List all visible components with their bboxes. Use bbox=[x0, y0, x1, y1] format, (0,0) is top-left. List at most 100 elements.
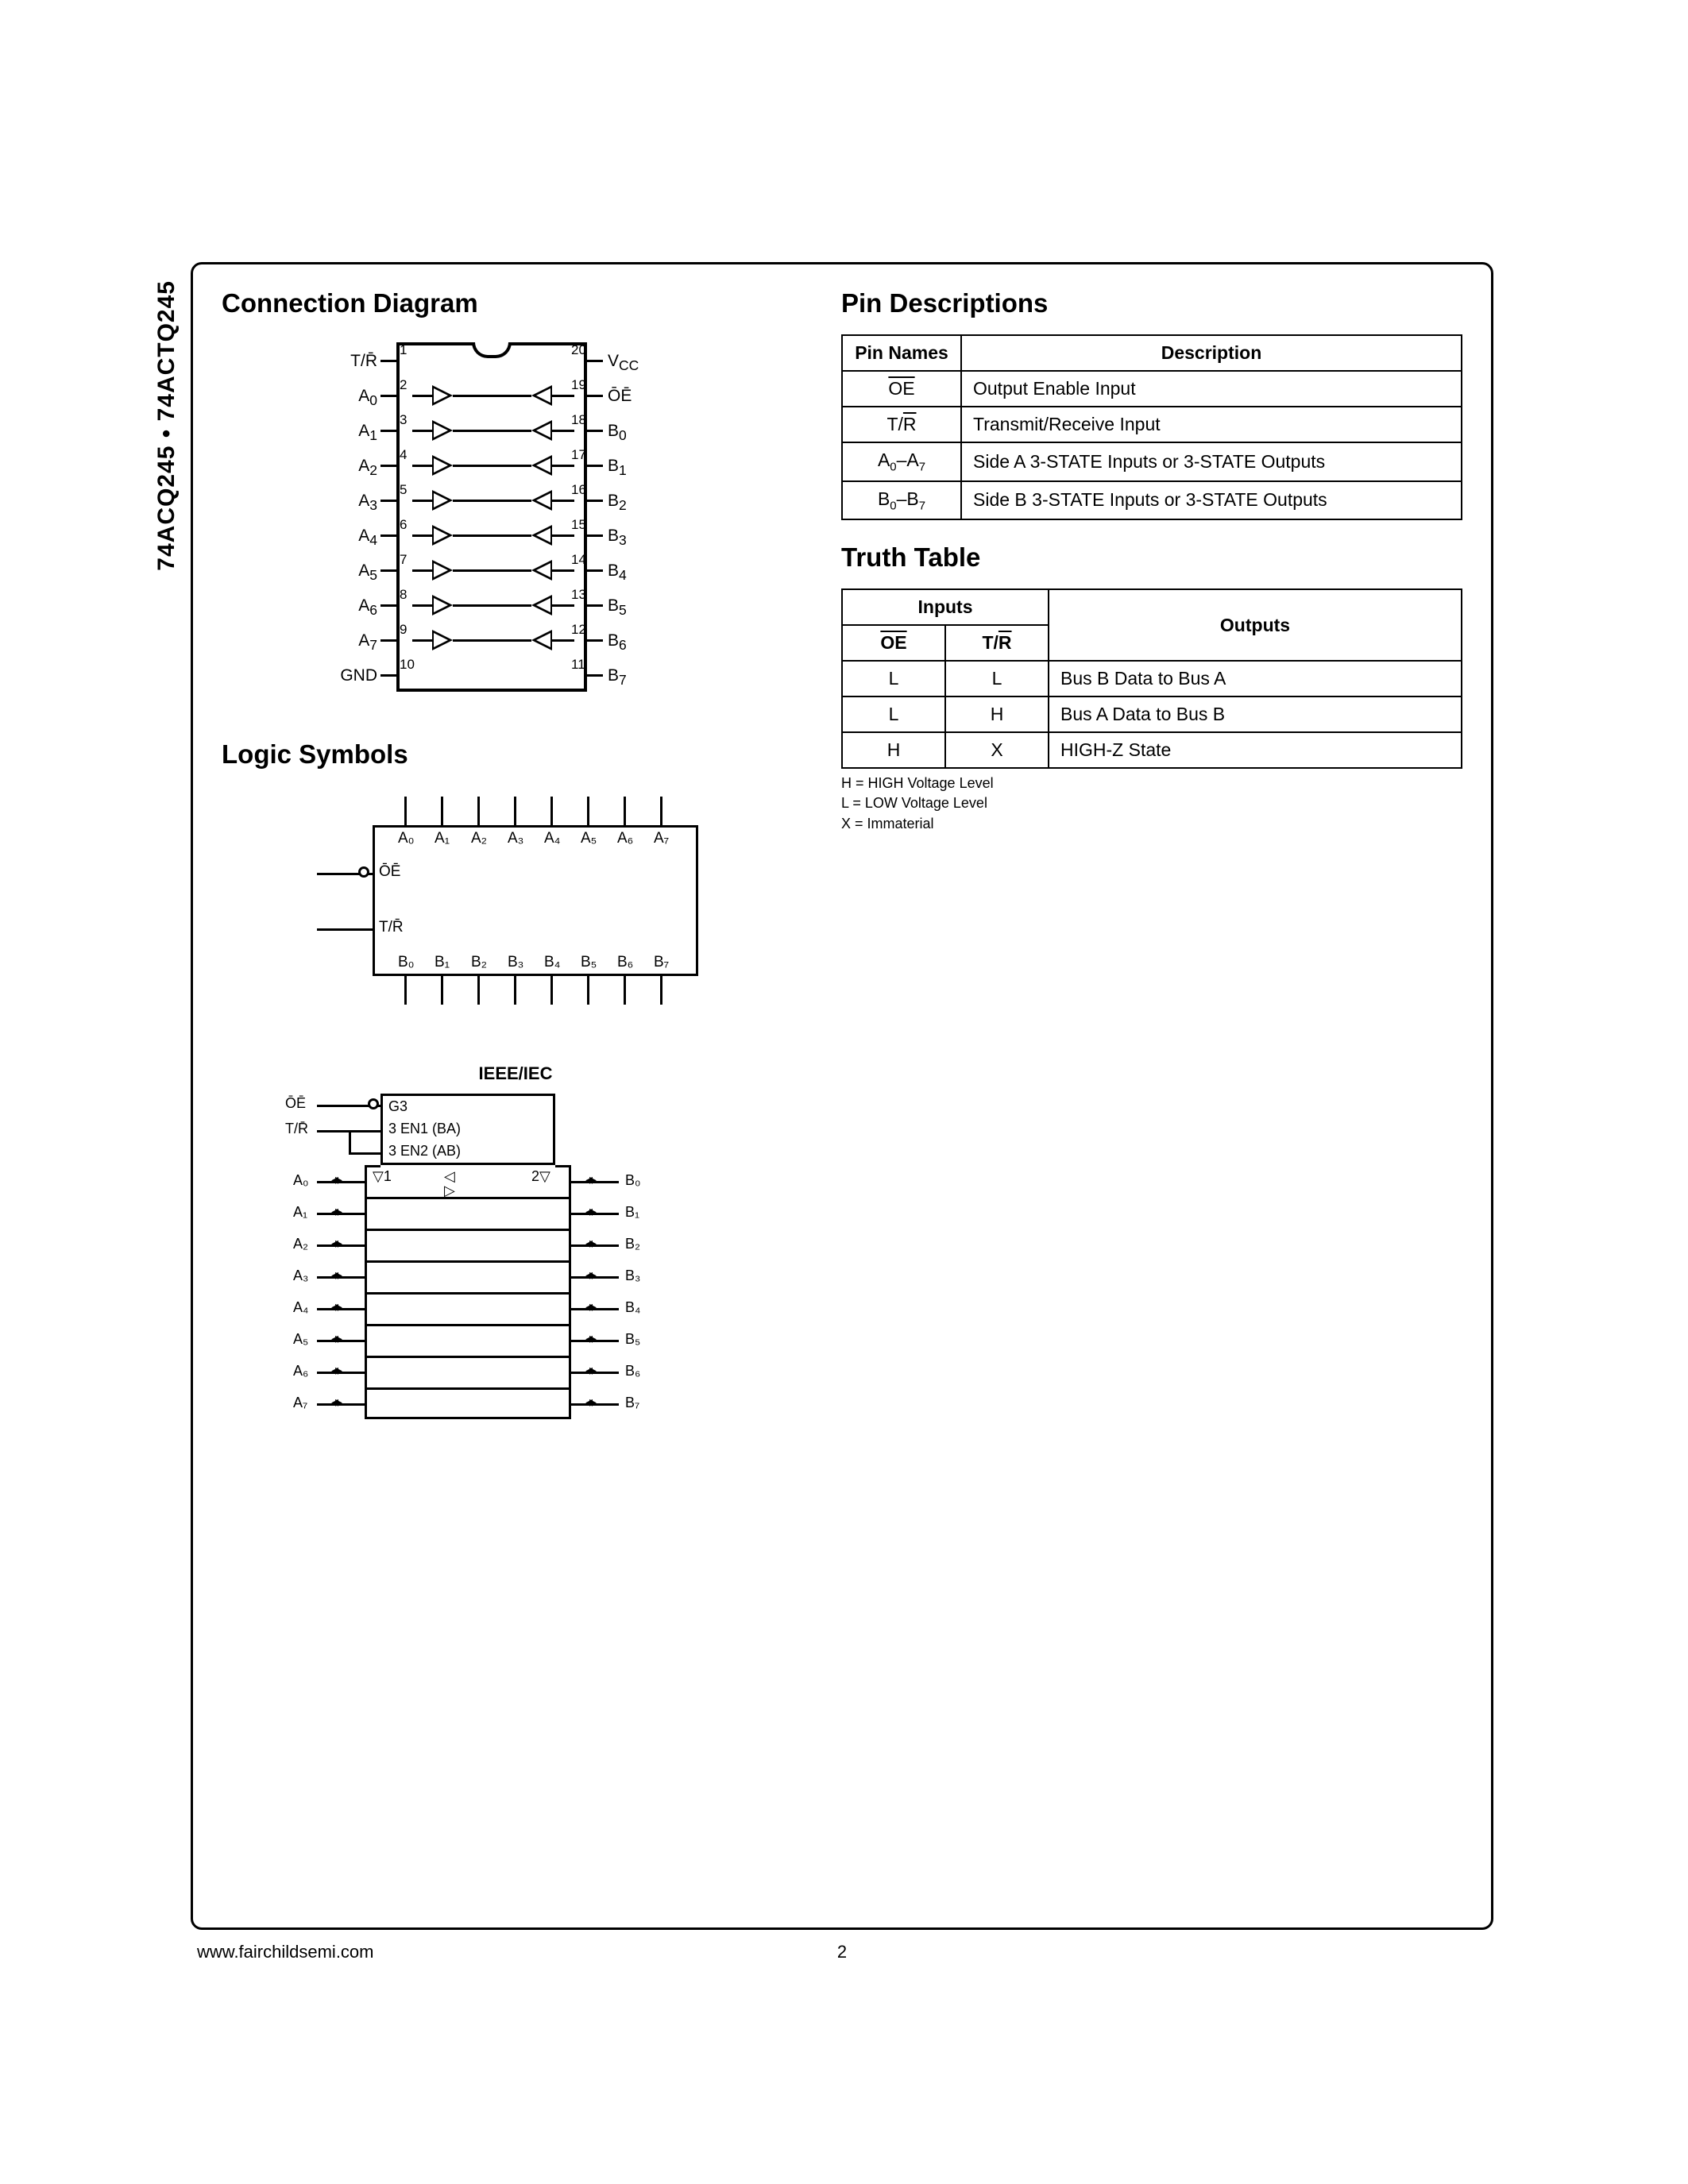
pin-lead bbox=[587, 395, 603, 397]
truth-cell: L bbox=[842, 696, 945, 732]
buffer-icon bbox=[531, 385, 552, 406]
buffer-icon bbox=[432, 490, 453, 511]
buffer-icon bbox=[531, 595, 552, 615]
pin-label: A₂ bbox=[471, 830, 487, 847]
pin-label: B₅ bbox=[625, 1331, 640, 1348]
logic-block-outline bbox=[373, 825, 698, 976]
table-row: HXHIGH-Z State bbox=[842, 732, 1462, 768]
table-row: OEOutput Enable Input bbox=[842, 371, 1462, 407]
pin-lead bbox=[317, 1276, 365, 1279]
pin-label: A4 bbox=[309, 527, 377, 549]
pin-label: A7 bbox=[309, 631, 377, 654]
truth-header-oe: OE bbox=[842, 625, 945, 661]
wire bbox=[453, 569, 531, 572]
wire bbox=[453, 430, 531, 432]
wire bbox=[453, 639, 531, 642]
bidir-arrow-icon: ◂▸ bbox=[331, 1203, 339, 1220]
wire bbox=[453, 534, 531, 537]
pin-lead bbox=[587, 360, 603, 362]
table-row: LHBus A Data to Bus B bbox=[842, 696, 1462, 732]
pin-tick bbox=[587, 976, 589, 1005]
pin-descriptions-table: Pin Names Description OEOutput Enable In… bbox=[841, 334, 1462, 520]
pin-label: A₁ bbox=[293, 1204, 307, 1221]
pin-label: VCC bbox=[608, 352, 639, 374]
bidir-arrow-icon: ◂▸ bbox=[331, 1235, 339, 1252]
pin-label: B₇ bbox=[625, 1395, 639, 1411]
wire bbox=[412, 569, 432, 572]
bidir-arrow-icon: ◂▸ bbox=[331, 1171, 339, 1188]
pin-lead bbox=[317, 1308, 365, 1310]
pin-number: 2 bbox=[400, 377, 407, 393]
pin-label: B₂ bbox=[625, 1236, 640, 1252]
buffer-icon bbox=[531, 455, 552, 476]
pin-label: T/R̄ bbox=[379, 919, 404, 936]
pin-number: 18 bbox=[571, 412, 586, 428]
pin-label: B₀ bbox=[625, 1172, 640, 1189]
wire bbox=[349, 1152, 380, 1155]
pin-desc-cell: Transmit/Receive Input bbox=[961, 407, 1462, 442]
part-number-vertical: 74ACQ245 • 74ACTQ245 bbox=[153, 280, 180, 571]
wire bbox=[552, 395, 574, 397]
right-column: Pin Descriptions Pin Names Description O… bbox=[841, 288, 1462, 1435]
heading-logic-symbols: Logic Symbols bbox=[222, 739, 794, 770]
table-row: B0–B7Side B 3-STATE Inputs or 3-STATE Ou… bbox=[842, 481, 1462, 520]
pin-label: T/R̄ bbox=[285, 1121, 308, 1137]
buffer-icon bbox=[531, 490, 552, 511]
pin-tick bbox=[404, 976, 407, 1005]
pin-label: B3 bbox=[608, 527, 627, 549]
ieee-symbol-text: ▷ bbox=[444, 1183, 455, 1199]
pin-label: A1 bbox=[309, 422, 377, 444]
bidir-arrow-icon: ◂▸ bbox=[585, 1203, 593, 1220]
pin-row: T/R̄120VCC bbox=[309, 344, 706, 379]
row-divider bbox=[365, 1292, 571, 1295]
pin-label: B₅ bbox=[581, 954, 597, 971]
pin-label: B0 bbox=[608, 422, 627, 444]
pin-label: A₄ bbox=[544, 830, 560, 847]
pin-number: 3 bbox=[400, 412, 407, 428]
truth-output-cell: Bus B Data to Bus A bbox=[1049, 661, 1462, 696]
pin-desc-cell: Output Enable Input bbox=[961, 371, 1462, 407]
pin-label: A₀ bbox=[398, 830, 415, 847]
pin-lead bbox=[571, 1244, 619, 1247]
pin-lead bbox=[571, 1181, 619, 1183]
pin-tick bbox=[587, 797, 589, 825]
wire bbox=[412, 604, 432, 607]
heading-ieee-iec: IEEE/IEC bbox=[293, 1063, 738, 1084]
pin-lead bbox=[587, 430, 603, 432]
pin-lead bbox=[587, 534, 603, 537]
truth-cell: L bbox=[945, 661, 1049, 696]
wire bbox=[552, 604, 574, 607]
wire bbox=[349, 1130, 351, 1152]
bidir-arrow-icon: ◂▸ bbox=[331, 1298, 339, 1315]
truth-table: Inputs Outputs OE T/R LLBus B Data to Bu… bbox=[841, 588, 1462, 769]
pin-label: A₄ bbox=[293, 1299, 308, 1316]
pin-tick bbox=[477, 797, 480, 825]
truth-header-inputs: Inputs bbox=[842, 589, 1049, 625]
buffer-icon bbox=[432, 595, 453, 615]
pin-label: A5 bbox=[309, 561, 377, 584]
buffer-icon bbox=[531, 560, 552, 581]
pin-tick bbox=[660, 797, 662, 825]
pin-label: B₄ bbox=[544, 954, 560, 971]
pin-tick bbox=[624, 797, 626, 825]
inversion-bubble-icon bbox=[358, 866, 369, 878]
pin-label: B₆ bbox=[625, 1363, 640, 1379]
bidir-arrow-icon: ◂▸ bbox=[585, 1171, 593, 1188]
buffer-icon bbox=[432, 385, 453, 406]
bidir-arrow-icon: ◂▸ bbox=[585, 1362, 593, 1379]
pin-label: ŌĒ bbox=[285, 1095, 306, 1112]
pin-label: B₇ bbox=[654, 954, 669, 971]
pin-number: 17 bbox=[571, 447, 586, 463]
pin-lead bbox=[380, 395, 396, 397]
ieee-symbol-text: 2▽ bbox=[531, 1168, 550, 1185]
buffer-icon bbox=[432, 455, 453, 476]
pin-lead bbox=[380, 604, 396, 607]
wire bbox=[552, 534, 574, 537]
ieee-control-label: 3 EN1 (BA) bbox=[388, 1121, 461, 1137]
ieee-iec-symbol: G33 EN1 (BA)3 EN2 (AB)ŌĒT/R̄▽1◁▷2▽◂▸A₀◂▸… bbox=[269, 1094, 714, 1435]
legend-line: X = Immaterial bbox=[841, 814, 1462, 834]
footer-url: www.fairchildsemi.com bbox=[197, 1942, 374, 1962]
pin-lead bbox=[571, 1372, 619, 1374]
ieee-control-label: G3 bbox=[388, 1098, 408, 1115]
pin-number: 11 bbox=[571, 657, 585, 673]
